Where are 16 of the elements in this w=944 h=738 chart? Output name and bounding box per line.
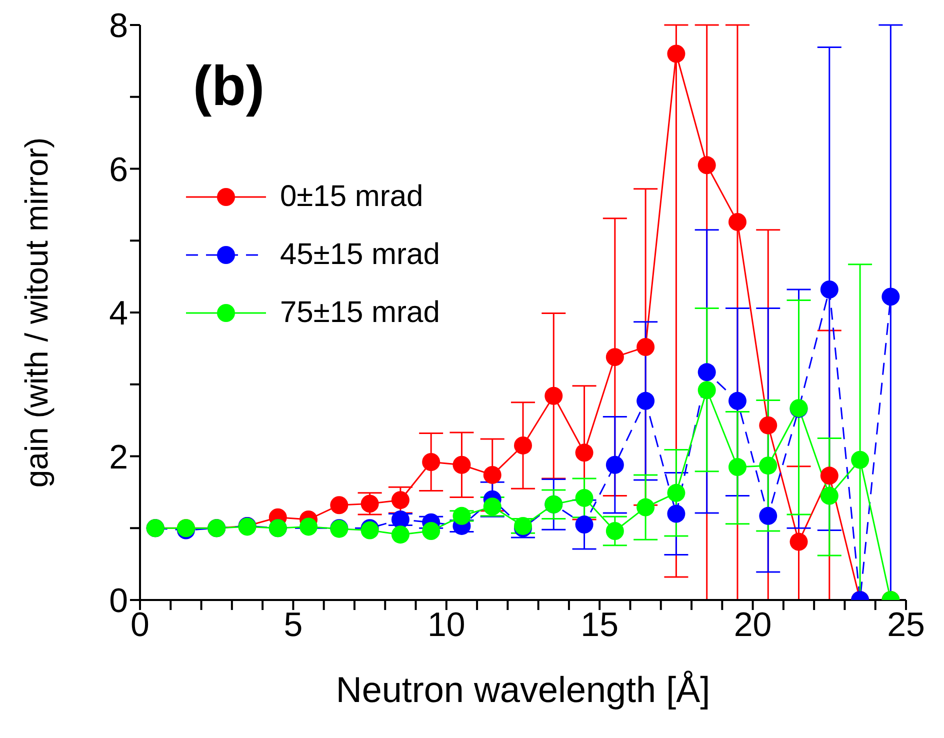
annotation: (b): [193, 53, 265, 118]
x-tick-label: 25: [887, 606, 925, 644]
legend-label: 0±15 mrad: [280, 180, 424, 214]
y-tick-label: 8: [109, 7, 128, 46]
y-tick-label: 6: [109, 150, 128, 189]
x-axis-title: Neutron wavelength [Å]: [336, 669, 710, 710]
x-tick-label: 15: [580, 606, 619, 644]
legend-label: 75±15 mrad: [280, 296, 440, 330]
y-tick-label: 2: [109, 438, 128, 476]
legend-label: 45±15 mrad: [280, 238, 440, 272]
x-tick-label: 20: [734, 606, 772, 644]
y-axis-title: gain (with / witout mirror): [18, 137, 54, 488]
y-tick-label: 4: [109, 294, 128, 333]
x-tick-label: 5: [284, 606, 303, 644]
y-tick-label: 0: [109, 582, 128, 620]
x-tick-label: 10: [427, 606, 466, 644]
